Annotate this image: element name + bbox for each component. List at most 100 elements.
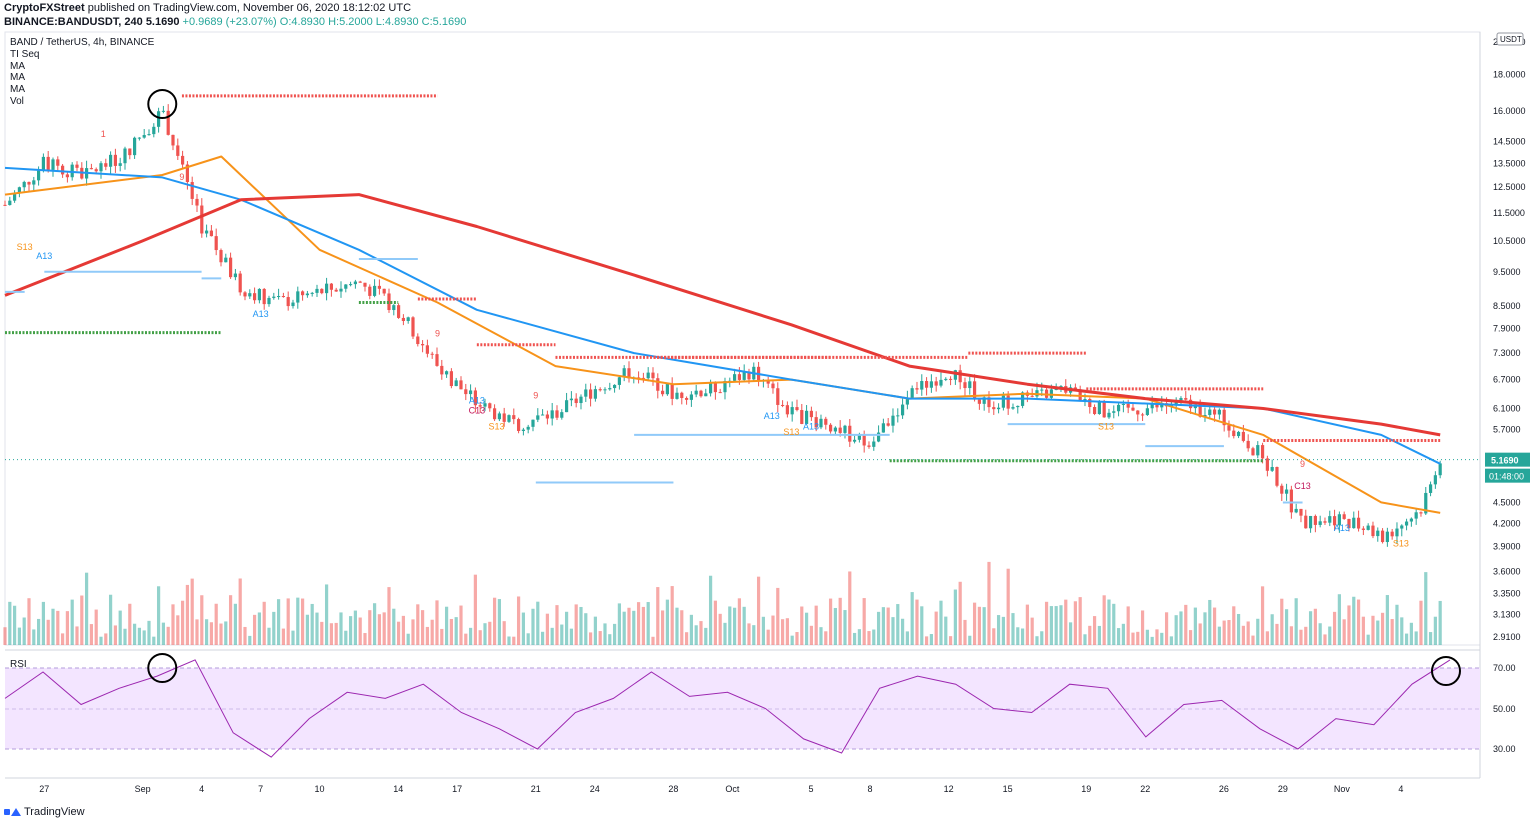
volume-bar	[977, 606, 981, 645]
volume-bar	[857, 629, 861, 645]
price-tick-label: 4.2000	[1493, 519, 1521, 529]
volume-bar	[1404, 633, 1409, 645]
volume-bar	[1083, 634, 1087, 645]
time-tick-label: 4	[199, 784, 204, 794]
footer-brand[interactable]: TradingView	[4, 806, 85, 818]
candle-body	[444, 371, 449, 375]
volume-bar	[478, 630, 482, 645]
candle-body	[1155, 403, 1159, 408]
candle-body	[612, 384, 617, 389]
candle-body	[334, 289, 338, 292]
price-tick-label: 6.7000	[1493, 375, 1521, 385]
candle-body	[1121, 403, 1125, 405]
candle-body	[1318, 521, 1322, 525]
volume-bar	[747, 623, 751, 645]
candle-body	[742, 371, 746, 380]
legend-item-vol[interactable]: Vol	[10, 95, 24, 107]
volume-bar	[286, 598, 290, 645]
volume-bar	[252, 614, 257, 645]
candle-body	[968, 381, 972, 389]
volume-bar	[89, 624, 93, 645]
volume-bar	[243, 626, 247, 645]
candle-body	[987, 397, 991, 408]
volume-bar	[809, 625, 813, 645]
candle-body	[1419, 512, 1423, 514]
td-seq-label: 9	[179, 172, 184, 182]
volume-bar	[670, 586, 674, 645]
volume-bar	[41, 601, 45, 645]
volume-bar	[1332, 611, 1337, 645]
price-tick-label: 13.5000	[1493, 158, 1526, 168]
volume-bar	[569, 628, 573, 645]
candle-body	[132, 137, 137, 156]
volume-bar	[713, 600, 717, 645]
volume-bar	[785, 618, 789, 645]
symbol-name: BINANCE:BANDUSDT, 240	[4, 16, 143, 28]
volume-bar	[593, 616, 597, 645]
volume-bar	[104, 633, 108, 645]
candle-body	[1299, 508, 1303, 516]
candle-body	[440, 365, 444, 375]
publisher-name[interactable]: CryptoFXStreet	[4, 2, 85, 14]
candle-body	[233, 273, 237, 278]
price-tick-label: 12.5000	[1493, 182, 1526, 192]
candle-body	[545, 414, 549, 419]
volume-bar	[564, 611, 569, 645]
volume-bar	[420, 610, 425, 645]
volume-bar	[444, 606, 449, 645]
volume-bar	[1140, 610, 1145, 645]
candle-body	[488, 403, 492, 409]
volume-bar	[627, 607, 631, 645]
candle-body	[113, 154, 117, 166]
candle-body	[598, 389, 602, 391]
candle-body	[1092, 407, 1097, 414]
candle-body	[732, 374, 737, 381]
countdown-text: 01:48:00	[1489, 472, 1524, 482]
td-seq-label: A13	[253, 309, 269, 319]
volume-bar	[1251, 635, 1255, 645]
candle-body	[795, 407, 799, 411]
volume-bar	[156, 586, 161, 645]
candle-body	[833, 427, 837, 432]
candle-body	[248, 293, 252, 297]
volume-bar	[1049, 606, 1053, 645]
price-tick-label: 3.9000	[1493, 542, 1521, 552]
volume-bar	[584, 613, 588, 645]
rsi-label[interactable]: RSI	[10, 659, 27, 670]
volume-bar	[84, 572, 89, 645]
candle-body	[1308, 515, 1313, 529]
legend-item-ma-3[interactable]: MA	[10, 84, 25, 96]
volume-bar	[8, 601, 12, 645]
volume-bar	[598, 631, 602, 645]
candle-body	[1073, 387, 1077, 390]
volume-bar	[200, 595, 204, 645]
volume-bar	[257, 612, 261, 645]
candle-body	[1001, 395, 1005, 408]
candle-body	[128, 148, 132, 156]
volume-bar	[723, 622, 727, 645]
volume-bar	[790, 635, 794, 645]
volume-bar	[1376, 620, 1380, 645]
volume-bar	[1308, 611, 1313, 645]
volume-bar	[22, 617, 26, 645]
volume-bar	[108, 594, 113, 645]
time-tick-label: Oct	[725, 784, 740, 794]
candle-body	[766, 379, 770, 384]
legend-item-ma-2[interactable]: MA	[10, 72, 25, 84]
volume-bar	[728, 606, 732, 645]
volume-bar	[32, 629, 36, 645]
volume-bar	[75, 626, 79, 645]
volume-bar	[1203, 612, 1207, 645]
candle-body	[1016, 405, 1020, 408]
candle-body	[838, 427, 842, 433]
price-tick-label: 3.1300	[1493, 610, 1521, 620]
volume-bar	[348, 616, 353, 645]
volume-bar	[324, 584, 329, 645]
volume-bar	[185, 584, 189, 645]
legend-item-ma-1[interactable]: MA	[10, 60, 25, 72]
candle-body	[368, 286, 372, 296]
candle-body	[262, 288, 266, 305]
candle-body	[276, 296, 281, 298]
legend-item-tiseq[interactable]: TI Seq	[10, 48, 40, 60]
